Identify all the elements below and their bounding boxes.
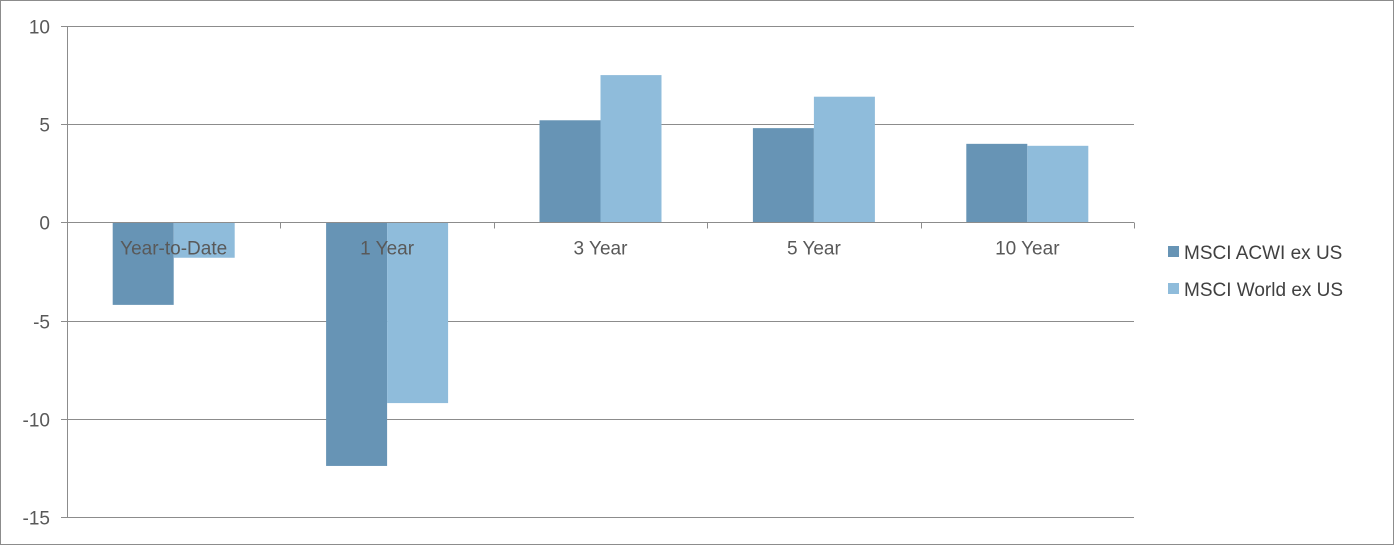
bar-acwi-0	[112, 222, 174, 305]
bar-world-4	[1027, 145, 1089, 223]
y-tick-label: -15	[23, 509, 50, 530]
legend-swatch	[1168, 283, 1179, 294]
bar-world-3	[813, 96, 875, 223]
category-label: 1 Year	[360, 239, 415, 260]
legend-entry-label: MSCI ACWI ex US	[1184, 243, 1342, 264]
category-label: Year-to-Date	[120, 239, 227, 260]
category-labels: Year-to-Date 1 Year 3 Year 5 Year 10 Year	[120, 239, 1060, 260]
bar-acwi-4	[966, 143, 1028, 223]
y-tick-label: 5	[39, 116, 50, 137]
y-tick-labels: 10 5 0 -5 -10 -15	[23, 18, 50, 530]
category-label: 5 Year	[787, 239, 842, 260]
legend-swatch	[1168, 246, 1179, 257]
legend: MSCI ACWI ex US MSCI World ex US	[1168, 243, 1343, 301]
bar-acwi-2	[539, 120, 601, 223]
bar-world-2	[600, 75, 662, 223]
category-label: 10 Year	[995, 239, 1060, 260]
y-tick-label: 0	[39, 214, 50, 235]
axes	[61, 26, 1135, 518]
y-tick-label: -10	[23, 411, 50, 432]
legend-entry-label: MSCI World ex US	[1184, 280, 1343, 301]
y-tick-label: -5	[33, 313, 50, 334]
bar-world-1	[387, 222, 449, 404]
bars	[112, 75, 1089, 466]
category-label: 3 Year	[574, 239, 629, 260]
bar-acwi-1	[326, 222, 388, 466]
y-tick-label: 10	[29, 18, 50, 39]
bar-world-0	[173, 222, 235, 258]
bar-acwi-3	[752, 128, 814, 223]
